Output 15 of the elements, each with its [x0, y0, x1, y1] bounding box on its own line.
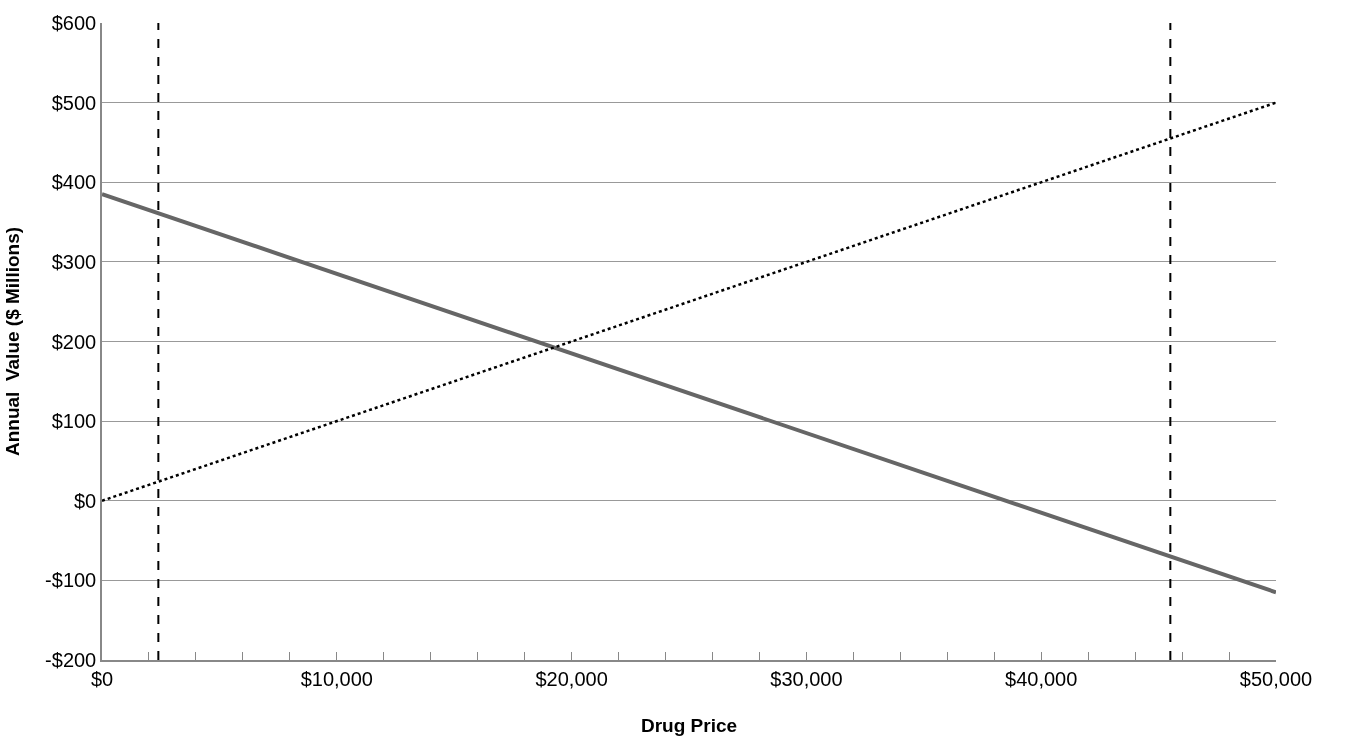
- y-tick-label: $300: [51, 250, 97, 273]
- x-tick-label: $40,000: [1005, 667, 1078, 690]
- x-tick-label: $50,000: [1239, 667, 1313, 690]
- y-tick-label: $100: [51, 410, 97, 433]
- y-axis-title: Annual Value ($ Millions): [2, 226, 24, 457]
- x-axis-title: Drug Price: [640, 715, 738, 737]
- y-tick-label: $200: [51, 330, 97, 353]
- y-tick-label: -$100: [45, 569, 97, 592]
- y-tick-label: $0: [74, 489, 97, 512]
- x-tick-label: $10,000: [300, 667, 373, 690]
- x-tick-label: $20,000: [535, 667, 608, 690]
- y-tick-label: $500: [51, 91, 97, 114]
- y-tick-label: $400: [51, 171, 97, 194]
- x-tick-label: $30,000: [770, 667, 843, 690]
- y-tick-label: $600: [51, 12, 97, 34]
